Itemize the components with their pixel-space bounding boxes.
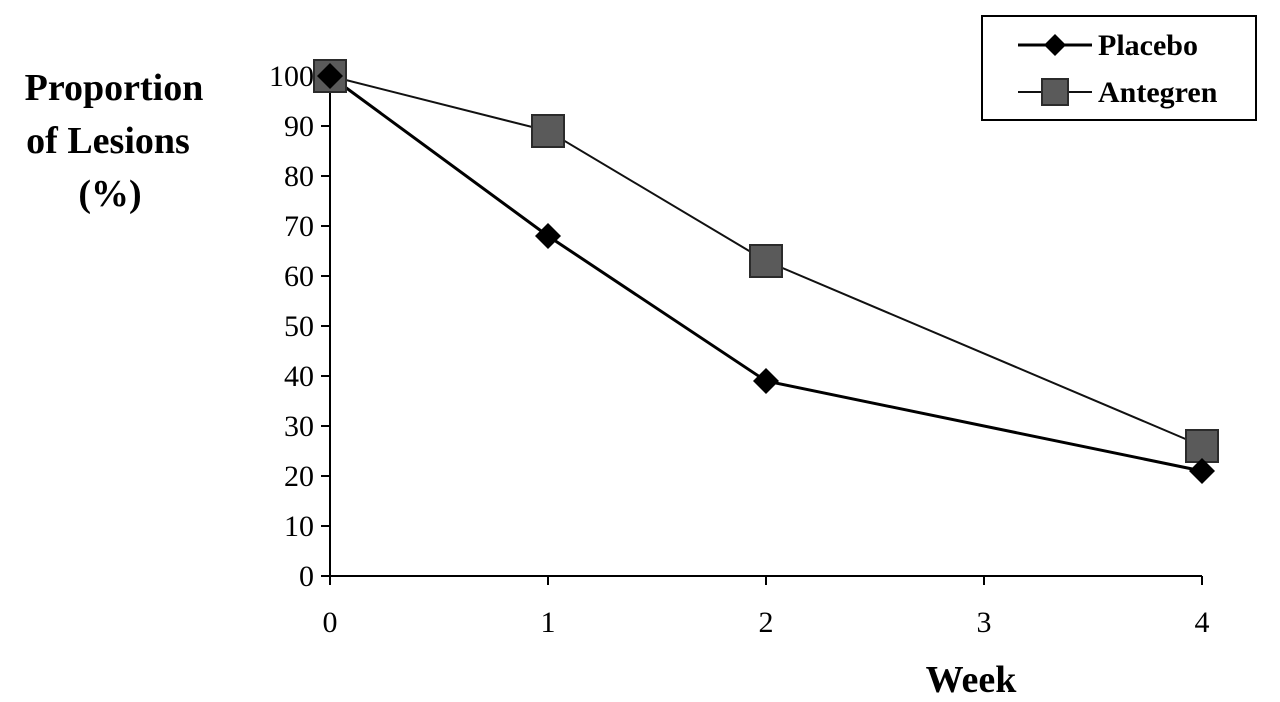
x-tick-label: 4: [1195, 606, 1210, 639]
data-point-antegren: [531, 114, 565, 148]
y-tick-label: 40: [284, 360, 314, 393]
y-axis-ticks: 0 10 20 30 40 50 60 70 80 90 100: [269, 60, 330, 593]
legend-label-placebo: Placebo: [1098, 29, 1198, 62]
data-point-antegren: [749, 244, 783, 278]
x-tick-label: 0: [323, 606, 338, 639]
x-tick-label: 3: [977, 606, 992, 639]
data-point-placebo: [1189, 458, 1215, 484]
legend-box: [981, 15, 1257, 121]
x-tick-label: 2: [759, 606, 774, 639]
legend: Placebo Antegren: [981, 15, 1257, 121]
y-tick-label: 90: [284, 110, 314, 143]
x-axis-label: Week: [926, 659, 1018, 701]
y-tick-label: 20: [284, 460, 314, 493]
y-tick-label: 10: [284, 510, 314, 543]
x-tick-label: 1: [541, 606, 556, 639]
y-tick-label: 70: [284, 210, 314, 243]
data-point-placebo: [753, 368, 779, 394]
legend-marker-placebo: [1044, 34, 1066, 56]
y-tick-label: 60: [284, 260, 314, 293]
series-layer: [313, 59, 1219, 484]
x-axis-ticks: 0 1 2 3 4: [323, 576, 1210, 639]
y-tick-label: 30: [284, 410, 314, 443]
y-axis-label: Proportion of Lesions (%): [25, 67, 204, 215]
data-point-placebo: [317, 63, 343, 89]
y-axis-label-line-3: (%): [78, 173, 141, 215]
y-tick-label: 100: [269, 60, 314, 93]
data-point-placebo: [535, 223, 561, 249]
series-line-antegren: [329, 75, 1203, 447]
y-tick-label: 80: [284, 160, 314, 193]
legend-marker-antegren: [1041, 78, 1069, 106]
data-point-antegren: [1185, 429, 1219, 463]
y-tick-label: 0: [299, 560, 314, 593]
series-line-placebo: [329, 74, 1203, 473]
legend-label-antegren: Antegren: [1098, 76, 1218, 109]
y-axis-label-line-2: of Lesions: [26, 120, 190, 162]
y-tick-label: 50: [284, 310, 314, 343]
y-axis-label-line-1: Proportion: [25, 67, 204, 109]
